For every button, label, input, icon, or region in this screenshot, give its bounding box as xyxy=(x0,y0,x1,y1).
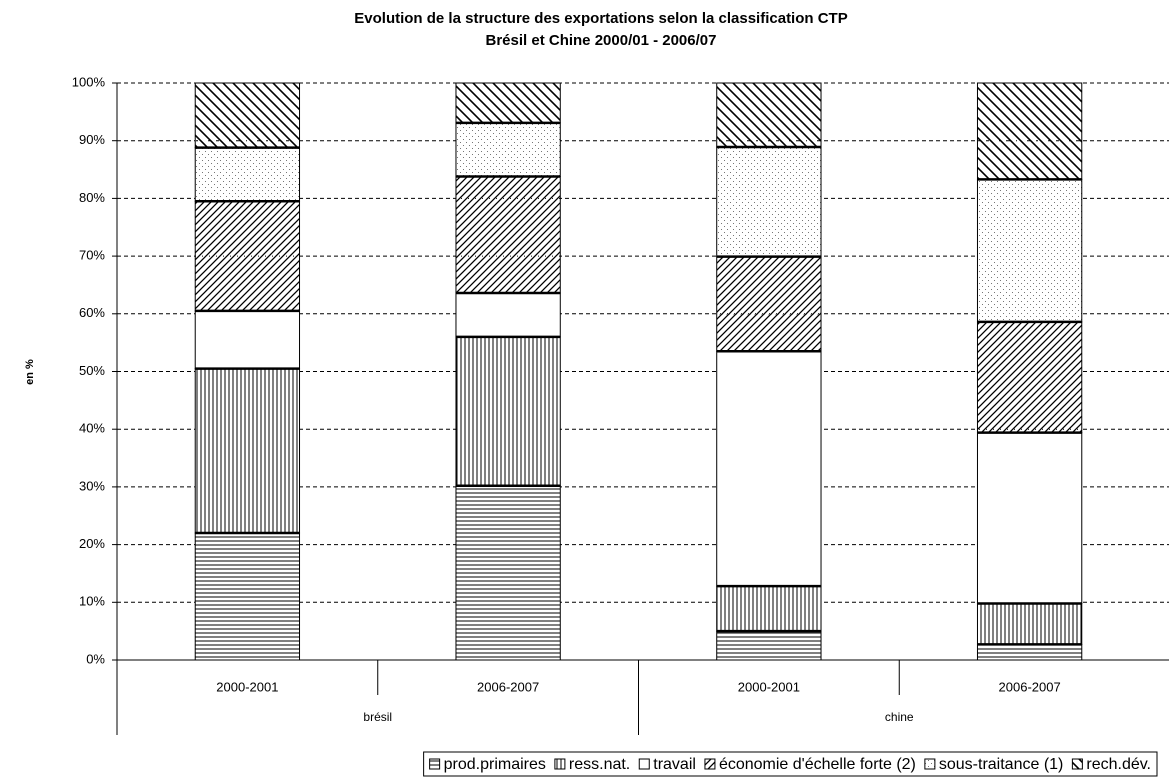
y-tick-label: 20% xyxy=(79,536,105,551)
bar-segment xyxy=(455,336,561,487)
bar-segment xyxy=(976,602,1083,645)
chart-subtitle: Brésil et Chine 2000/01 - 2006/07 xyxy=(486,32,717,49)
legend-swatch xyxy=(704,758,716,770)
bar-segment xyxy=(976,82,1083,180)
y-tick-label: 40% xyxy=(79,421,105,436)
legend-box xyxy=(423,751,1158,777)
bar-segment xyxy=(455,175,561,294)
group-label: chine xyxy=(885,710,914,724)
legend-label: économie d'échelle forte (2) xyxy=(719,756,916,773)
chart-title: Evolution de la structure des exportatio… xyxy=(354,10,847,27)
bar-segment xyxy=(976,432,1083,604)
bar-segment xyxy=(976,643,1083,661)
x-tick-label: 2006-2007 xyxy=(477,679,539,694)
y-tick-label: 60% xyxy=(79,305,105,320)
x-tick-label: 2000-2001 xyxy=(216,679,278,694)
legend-label: travail xyxy=(653,756,696,773)
legend-swatch xyxy=(638,758,650,770)
bar-segment xyxy=(194,82,301,149)
x-tick-label: 2006-2007 xyxy=(999,679,1061,694)
y-tick-label: 0% xyxy=(86,651,105,666)
y-tick-label: 100% xyxy=(72,74,106,89)
bar-segment xyxy=(455,292,561,338)
bar-segment xyxy=(716,630,822,661)
y-tick-label: 70% xyxy=(79,248,105,263)
bar-segment xyxy=(455,82,561,124)
y-axis-label: en % xyxy=(24,359,36,385)
y-tick-label: 80% xyxy=(79,190,105,205)
legend-swatch xyxy=(924,758,936,770)
bar-segment xyxy=(716,585,822,632)
bar-segment xyxy=(194,368,301,534)
legend-swatch xyxy=(429,758,441,770)
y-tick-label: 10% xyxy=(79,594,105,609)
group-label: brésil xyxy=(363,710,392,724)
x-tick-label: 2000-2001 xyxy=(738,679,800,694)
bar-segment xyxy=(455,122,561,177)
legend-label: prod.primaires xyxy=(444,756,546,773)
bar-segment xyxy=(194,200,301,312)
legend-label: ress.nat. xyxy=(569,756,630,773)
bar-segment xyxy=(716,146,822,258)
legend: prod.primaires ress.nat. travail économie d… xyxy=(423,751,1158,777)
legend-label: rech.dév. xyxy=(1086,756,1151,773)
bar-segment xyxy=(194,147,301,202)
y-tick-label: 50% xyxy=(79,363,105,378)
bar-segment xyxy=(455,485,561,661)
bar-segment xyxy=(194,310,301,370)
bar-segment xyxy=(716,82,822,148)
y-tick-label: 30% xyxy=(79,478,105,493)
bar-segment xyxy=(976,178,1083,323)
bar-segment xyxy=(716,256,822,352)
y-tick-label: 90% xyxy=(79,132,105,147)
bar-segment xyxy=(976,321,1083,434)
legend-swatch xyxy=(1071,758,1083,770)
legend-swatch xyxy=(554,758,566,770)
legend-label: sous-traitance (1) xyxy=(939,756,1064,773)
bar-segment xyxy=(716,350,822,587)
bar-segment xyxy=(194,532,301,661)
